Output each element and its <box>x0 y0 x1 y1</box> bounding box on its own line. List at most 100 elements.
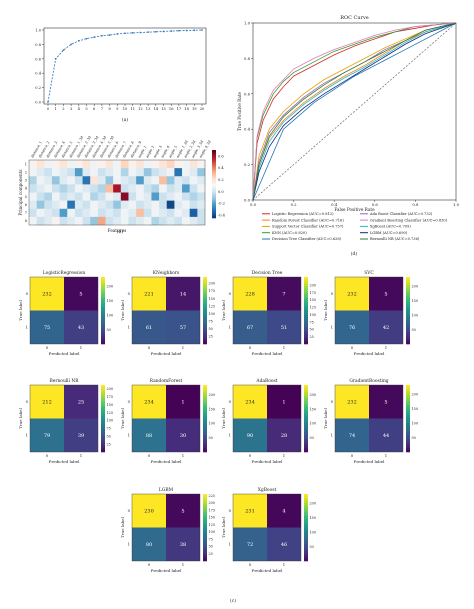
colorbar-segment <box>203 385 207 388</box>
legend-label: XgBoost (AUC=0.709) <box>370 225 411 229</box>
heatmap-cell <box>151 160 160 169</box>
colorbar-segment <box>304 440 308 444</box>
heatmap-cell <box>51 160 60 169</box>
matrix-title: LogisticRegression <box>43 271 86 276</box>
x-tick-label: 14 <box>154 107 159 111</box>
legend-label: Gradient Boosting Classifier (AUC=0.830) <box>370 218 448 222</box>
y-tick-label: 0 <box>229 291 232 296</box>
x-tick-label: 0 <box>351 453 354 458</box>
colorbar-tick-label: 150 <box>107 403 113 407</box>
colorbar-segment <box>304 418 308 422</box>
matrix-cell <box>64 310 98 344</box>
heatmap-cell <box>97 200 106 209</box>
heatmap-cell <box>59 160 68 169</box>
heatmap-cell <box>120 176 129 185</box>
matrix-cell <box>233 277 267 311</box>
colorbar-segment <box>406 341 410 345</box>
heatmap-cell <box>74 184 83 193</box>
heatmap-cell <box>136 216 144 226</box>
matrix-frame <box>131 384 201 453</box>
colorbar-segment <box>406 312 410 316</box>
row-label: 5 <box>25 195 27 199</box>
heatmap-cell <box>197 168 206 177</box>
colorbar-segment <box>406 328 410 331</box>
panel-a-frame <box>43 27 207 105</box>
matrix-cell-value: 221 <box>144 292 154 298</box>
heatmap-cell <box>166 168 175 177</box>
colorbar-segment <box>101 306 105 309</box>
colorbar-segment <box>406 314 410 318</box>
heatmap-cell <box>36 200 45 209</box>
y-tick-label: 1 <box>128 325 130 330</box>
colorbar-segment <box>101 438 105 442</box>
matrix-cell-value: 232 <box>347 292 357 298</box>
x-tick-label: 15 <box>161 107 166 111</box>
colorbar-segment <box>212 201 216 203</box>
heatmap-cell <box>182 208 190 218</box>
heatmap-cell <box>159 216 167 226</box>
colorbar-segment <box>212 150 216 152</box>
colorbar-segment <box>101 416 105 419</box>
heatmap-cell <box>44 168 53 177</box>
matrix-ylabel: True label <box>221 407 226 428</box>
colorbar-segment <box>203 319 207 322</box>
colorbar-tick-label: 125 <box>107 411 113 415</box>
x-tick-label: 0 <box>249 453 252 458</box>
colorbar-segment <box>212 199 216 202</box>
colorbar-tick-label: 75 <box>310 320 314 324</box>
colorbar-segment <box>212 168 216 171</box>
colorbar-segment <box>203 507 207 510</box>
colorbar-segment <box>406 418 410 422</box>
colorbar-segment <box>406 339 410 343</box>
x-tick-label: 1 <box>182 562 184 567</box>
colorbar-segment <box>203 314 207 318</box>
colorbar-segment <box>406 290 410 293</box>
colorbar-segment <box>203 505 207 508</box>
matrix-title: Decision Tree <box>252 271 283 276</box>
colorbar-segment <box>406 420 410 424</box>
colorbar-segment <box>101 294 105 298</box>
heatmap-cell <box>105 176 114 185</box>
heatmap-cell <box>120 160 129 169</box>
colorbar-segment <box>406 449 410 453</box>
colorbar-segment <box>203 422 207 426</box>
column-label: angle_2 <box>145 145 155 159</box>
colorbar-segment <box>304 502 308 506</box>
y-tick-label: 0.0 <box>244 198 251 203</box>
heatmap-cell <box>151 208 160 218</box>
heatmap-cell <box>159 176 167 185</box>
roc-series-line <box>252 22 457 201</box>
colorbar-segment <box>212 195 216 198</box>
heatmap-cell <box>174 192 183 201</box>
x-tick-label: 1 <box>80 345 82 350</box>
colorbar-tick-label: 125 <box>209 304 215 308</box>
colorbar-segment <box>203 445 207 448</box>
x-tick-label: 1 <box>385 453 387 458</box>
colorbar-tick-label: 100 <box>310 530 316 534</box>
matrix-cell <box>30 310 64 344</box>
colorbar-segment <box>203 396 207 399</box>
colorbar-segment <box>304 500 308 504</box>
colorbar-segment <box>101 436 105 439</box>
heatmap-cell <box>44 192 53 201</box>
matrix-ylabel: True label <box>120 516 125 537</box>
x-tick-label: 5 <box>85 107 88 111</box>
matrix-xlabel: Predicted label <box>151 351 182 356</box>
colorbar-tick-label: 200 <box>310 501 316 505</box>
colorbar-tick-label: 200 <box>310 393 316 397</box>
colorbar-tick-label: 50 <box>107 328 111 332</box>
colorbar-segment <box>304 436 308 439</box>
colorbar-segment <box>203 518 207 522</box>
heatmap-cell <box>151 192 160 201</box>
heatmap-cell <box>44 160 53 169</box>
heatmap-cell <box>82 216 91 226</box>
colorbar-segment <box>203 391 207 395</box>
colorbar-segment <box>406 317 410 320</box>
scree-point <box>154 30 157 33</box>
y-tick-label: 1 <box>26 325 28 330</box>
heatmap-cell <box>67 184 76 193</box>
heatmap-cell <box>120 216 129 226</box>
heatmap-cell <box>128 168 137 177</box>
heatmap-cell <box>120 192 129 201</box>
